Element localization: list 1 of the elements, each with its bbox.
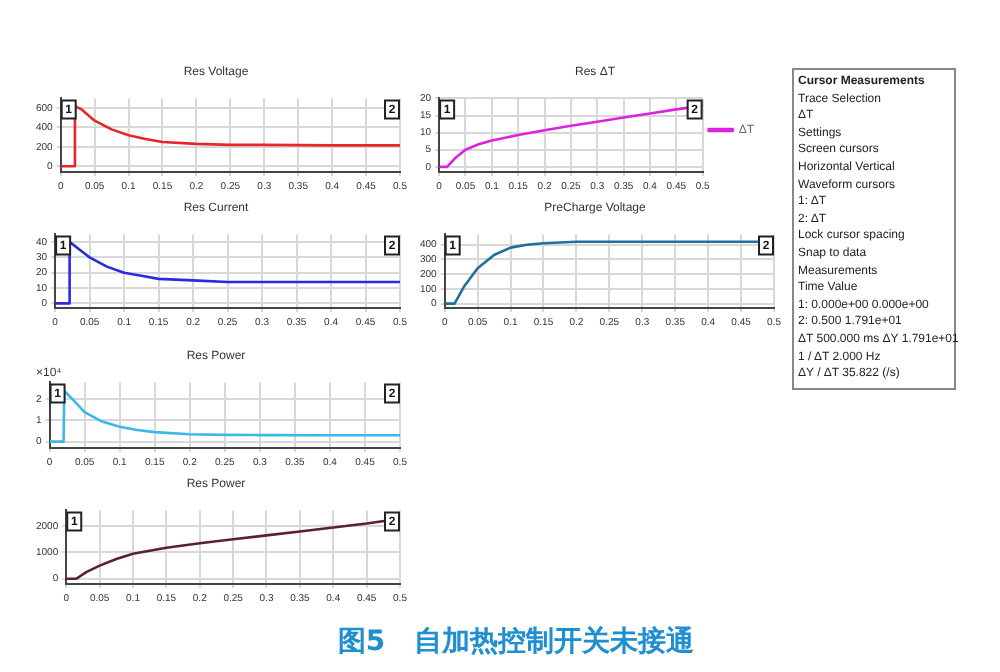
text: 图5 自加热控制开关未接通 — [335, 624, 697, 662]
